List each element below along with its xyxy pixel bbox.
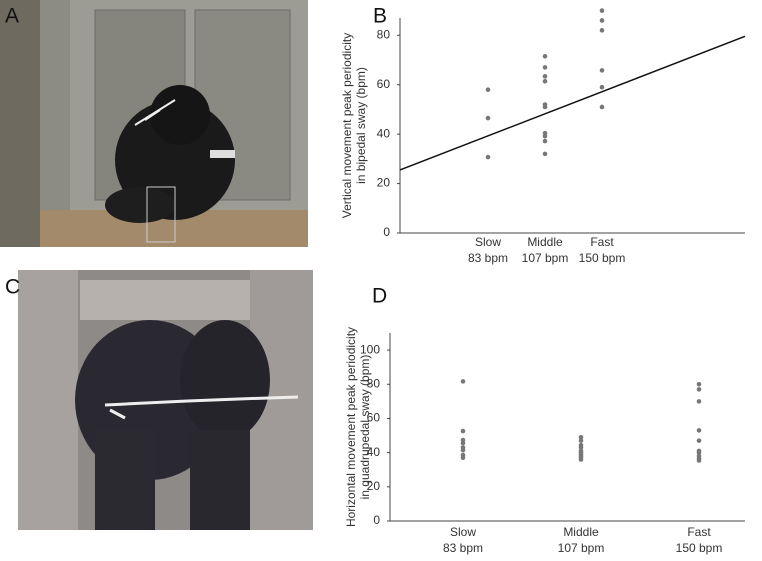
- x-tick-label: Fast: [590, 235, 614, 249]
- y-tick-label: 60: [377, 77, 391, 91]
- x-tick-label: Middle: [527, 235, 563, 249]
- data-point: [460, 428, 466, 434]
- data-point: [696, 450, 702, 455]
- data-point: [696, 458, 702, 463]
- data-point: [542, 104, 548, 110]
- data-point: [460, 455, 466, 461]
- trend-line: [399, 35, 746, 171]
- data-point: [599, 84, 605, 90]
- y-tick-label: 80: [367, 376, 381, 390]
- y-axis-label: Vertical movement peak periodicity: [340, 33, 354, 218]
- data-point: [485, 154, 491, 160]
- y-tick-label: 0: [373, 513, 380, 527]
- data-point: [542, 74, 548, 79]
- x-tick-sublabel: 107 bpm: [558, 541, 605, 555]
- data-point: [542, 133, 548, 139]
- y-axis-label: in bipedal sway (bpm): [354, 67, 368, 184]
- data-point: [578, 445, 584, 450]
- y-tick-label: 20: [377, 176, 391, 190]
- y-axis-label: in quadrupedal sway (bpm): [358, 355, 372, 500]
- data-point: [542, 138, 548, 144]
- data-point: [696, 428, 702, 433]
- y-tick-label: 0: [383, 225, 390, 239]
- y-axis-label: Horizontal movement peak periodicity: [344, 327, 358, 527]
- x-tick-label: Fast: [687, 525, 711, 539]
- data-point: [599, 18, 605, 23]
- panel-label: D: [372, 285, 387, 308]
- x-tick-sublabel: 150 bpm: [676, 541, 723, 555]
- y-tick-label: 60: [367, 411, 381, 425]
- data-point: [696, 438, 702, 443]
- data-point: [599, 8, 605, 13]
- data-point: [599, 68, 605, 73]
- data-point: [696, 387, 702, 392]
- data-point: [485, 87, 491, 92]
- x-tick-label: Slow: [475, 235, 501, 249]
- y-tick-label: 40: [377, 126, 391, 140]
- data-point: [599, 104, 605, 110]
- panel-label: C: [5, 276, 20, 299]
- data-point: [696, 399, 702, 404]
- photo-a: [0, 0, 308, 247]
- data-point: [542, 54, 548, 59]
- x-tick-label: Middle: [563, 525, 599, 539]
- panel-label: B: [373, 5, 387, 28]
- x-tick-label: Slow: [450, 525, 476, 539]
- data-point: [542, 78, 548, 84]
- data-point: [578, 457, 584, 462]
- y-tick-label: 80: [377, 27, 391, 41]
- x-tick-sublabel: 83 bpm: [468, 251, 508, 265]
- data-point: [578, 438, 584, 443]
- x-tick-sublabel: 107 bpm: [522, 251, 569, 265]
- y-tick-label: 20: [367, 479, 381, 493]
- data-point: [485, 115, 491, 121]
- y-tick-label: 40: [367, 445, 381, 459]
- y-tick-label: 100: [360, 342, 380, 356]
- data-point: [578, 434, 584, 440]
- x-tick-sublabel: 83 bpm: [443, 541, 483, 555]
- panel-label: A: [5, 5, 19, 28]
- data-point: [460, 447, 466, 453]
- photo-c: [18, 270, 313, 530]
- data-point: [599, 28, 605, 33]
- data-point: [542, 151, 548, 157]
- x-tick-sublabel: 150 bpm: [579, 251, 626, 265]
- data-point: [542, 65, 548, 70]
- data-point: [460, 440, 466, 446]
- data-point: [696, 381, 702, 387]
- data-point: [460, 379, 466, 384]
